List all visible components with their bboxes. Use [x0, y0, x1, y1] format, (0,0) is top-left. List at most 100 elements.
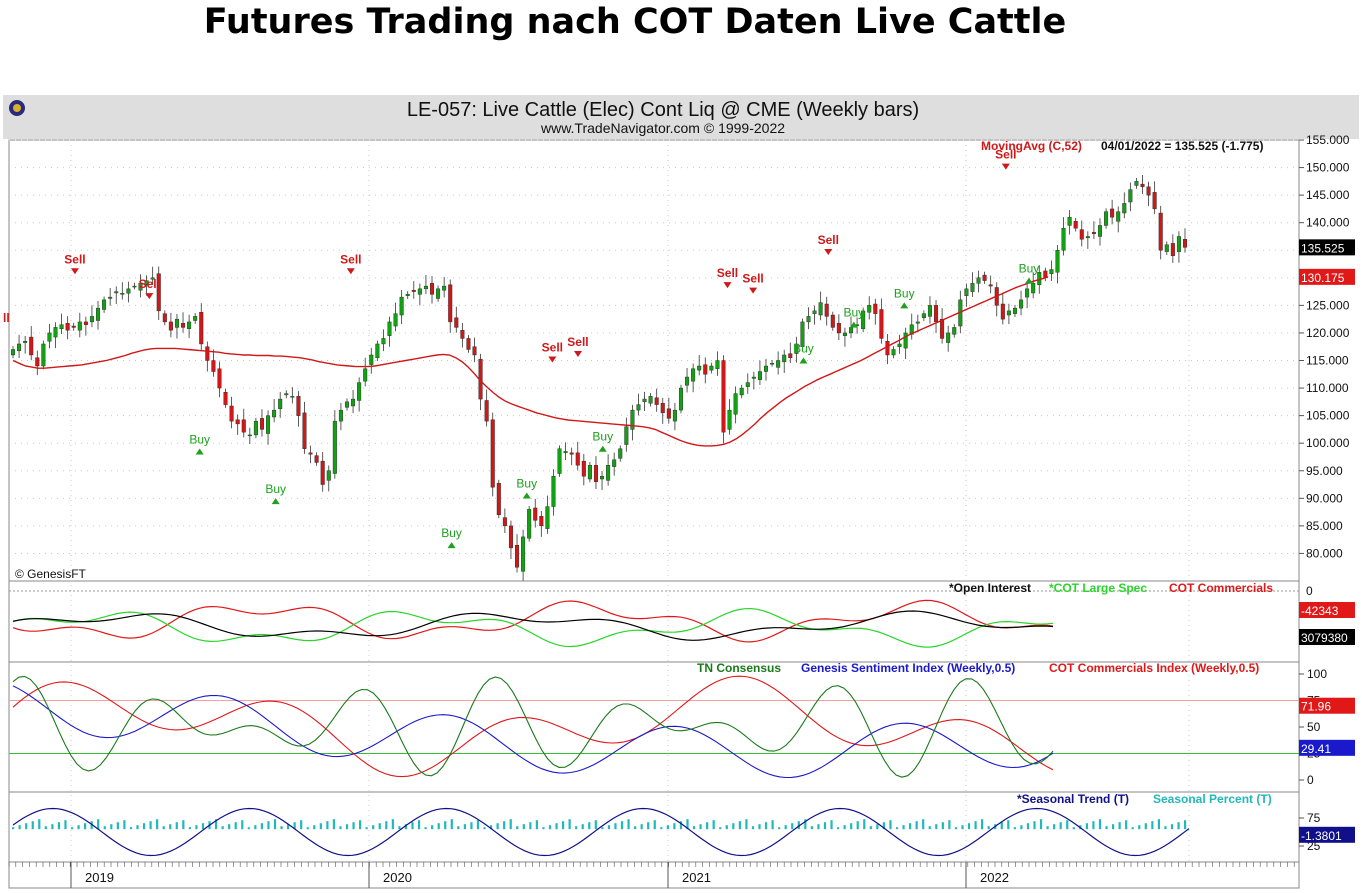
sell-signal-label: Sell: [139, 277, 160, 291]
candle-body: [211, 360, 216, 372]
year-label: 2021: [682, 870, 711, 885]
sell-arrow-icon: [70, 268, 79, 275]
seasonal-percent-bar: [961, 825, 964, 830]
price-tick-label: 125.000: [1306, 298, 1350, 312]
buy-arrow-icon: [271, 498, 280, 505]
candle-body: [229, 405, 234, 422]
seasonal-percent-bar: [457, 826, 460, 830]
seasonal-percent-bar: [588, 822, 591, 830]
candle-body: [873, 303, 878, 314]
price-tick-label: 145.000: [1306, 188, 1350, 202]
candle-body: [1170, 243, 1175, 256]
seasonal-percent-bar: [136, 825, 139, 830]
seasonal-percent-bar: [634, 826, 637, 830]
candle-body: [132, 285, 137, 288]
seasonal-percent-bar: [300, 820, 303, 830]
price-tick-label: 85.000: [1306, 519, 1343, 533]
seasonal-percent-bar: [876, 824, 879, 830]
legend-sentiment: Genesis Sentiment Index (Weekly,0.5): [801, 661, 1015, 675]
sentiment-index-line: [12, 685, 1054, 779]
candle-body: [199, 312, 204, 345]
candle-body: [618, 448, 623, 459]
candle-body: [897, 343, 902, 347]
seasonal-percent-bar: [489, 825, 493, 830]
candle-body: [818, 302, 823, 316]
seasonal-percent-bar: [280, 826, 283, 830]
candle-body: [217, 368, 222, 389]
seasonal-percent-bar: [915, 821, 918, 830]
candle-body: [120, 293, 125, 295]
seasonal-percent-bar: [241, 820, 244, 830]
seasonal-percent-bar: [863, 819, 866, 830]
seasonal-percent-bar: [954, 827, 958, 830]
chart-subtitle: www.TradeNavigator.com © 1999-2022: [540, 120, 785, 136]
candle-body: [1110, 208, 1115, 218]
candle-body: [1182, 239, 1187, 248]
seasonal-percent-bar: [44, 826, 47, 830]
candle-body: [849, 327, 854, 334]
buy-arrow-icon: [849, 321, 858, 328]
moving-avg-info: 04/01/2022 = 135.525 (-1.775): [1101, 139, 1263, 153]
candle-body: [381, 338, 386, 345]
commercials-value-tag-bg: [1299, 602, 1355, 618]
candle-body: [1152, 192, 1157, 210]
seasonal-percent-bar: [692, 826, 696, 830]
candle-body: [41, 343, 46, 367]
sell-arrow-icon: [346, 268, 355, 275]
candle-body: [733, 393, 738, 415]
seasonal-percent-bar: [561, 821, 565, 830]
open-interest-value-tag: 3079380: [1301, 631, 1348, 645]
seasonal-percent-bar: [575, 826, 578, 830]
cot-panel: 0: [9, 584, 1313, 648]
seasonal-percent-bar: [1039, 819, 1043, 830]
candle-body: [964, 288, 969, 296]
candle-body: [1025, 288, 1030, 298]
seasonal-percent-bar: [1144, 823, 1147, 830]
candle-body: [1128, 189, 1133, 203]
candle-body: [308, 452, 313, 455]
seasonal-percent-bar: [653, 820, 656, 830]
candle-body: [326, 470, 331, 481]
index-tick-label: 100: [1307, 667, 1327, 681]
buy-arrow-icon: [799, 357, 808, 364]
candle-body: [642, 398, 647, 403]
sell-signal-label: Sell: [567, 335, 588, 349]
seasonal-percent-bar: [1000, 822, 1003, 830]
candle-body: [29, 336, 34, 356]
seasonal-percent-bar: [823, 822, 827, 830]
seasonal-percent-bar: [1026, 823, 1030, 830]
signals: Sell Sell Sell Sell Sell Sell Sell Sell Sell Buy B…: [64, 148, 1039, 549]
seasonal-percent-bar: [987, 826, 990, 830]
seasonal-percent-bar: [84, 823, 87, 830]
sentiment-value-tag: 29.41: [1301, 742, 1331, 756]
seasonal-percent-bar: [529, 822, 532, 830]
cot-large-spec-line: [12, 607, 1054, 648]
buy-signal-label: Buy: [894, 286, 915, 300]
candle-body: [351, 398, 356, 407]
seasonal-percent-bar: [1085, 823, 1088, 830]
chart-title: LE-057: Live Cattle (Elec) Cont Liq @ CM…: [407, 99, 919, 121]
page-title: Futures Trading nach COT Daten Live Catt…: [203, 2, 1067, 42]
seasonal-percent-bar: [941, 822, 944, 830]
seasonal-percent-bar: [25, 823, 28, 830]
candle-body: [247, 434, 252, 437]
seasonal-percent-bar: [928, 826, 931, 830]
last-price-tag: 135.525: [1301, 241, 1345, 255]
seasonal-percent-bar: [156, 819, 159, 830]
candle-body: [187, 321, 192, 330]
seasonal-percent-bar: [738, 821, 741, 830]
buy-signal-label: Buy: [189, 432, 210, 446]
seasonal-percent-bar: [90, 821, 93, 830]
candle-body: [1158, 212, 1163, 251]
candle-body: [624, 426, 629, 445]
seasonal-percent-bar: [640, 824, 643, 830]
candle-body: [1055, 250, 1060, 273]
seasonal-percent-bar: [1125, 820, 1128, 830]
price-grid: [9, 139, 1299, 862]
candle-body: [259, 418, 264, 430]
seasonal-percent-bar: [620, 821, 624, 830]
seasonal-percent-bar: [902, 825, 905, 830]
seasonal-percent-bar: [797, 821, 800, 830]
seasonal-percent-bar: [1170, 824, 1174, 830]
buy-arrow-icon: [447, 542, 456, 549]
